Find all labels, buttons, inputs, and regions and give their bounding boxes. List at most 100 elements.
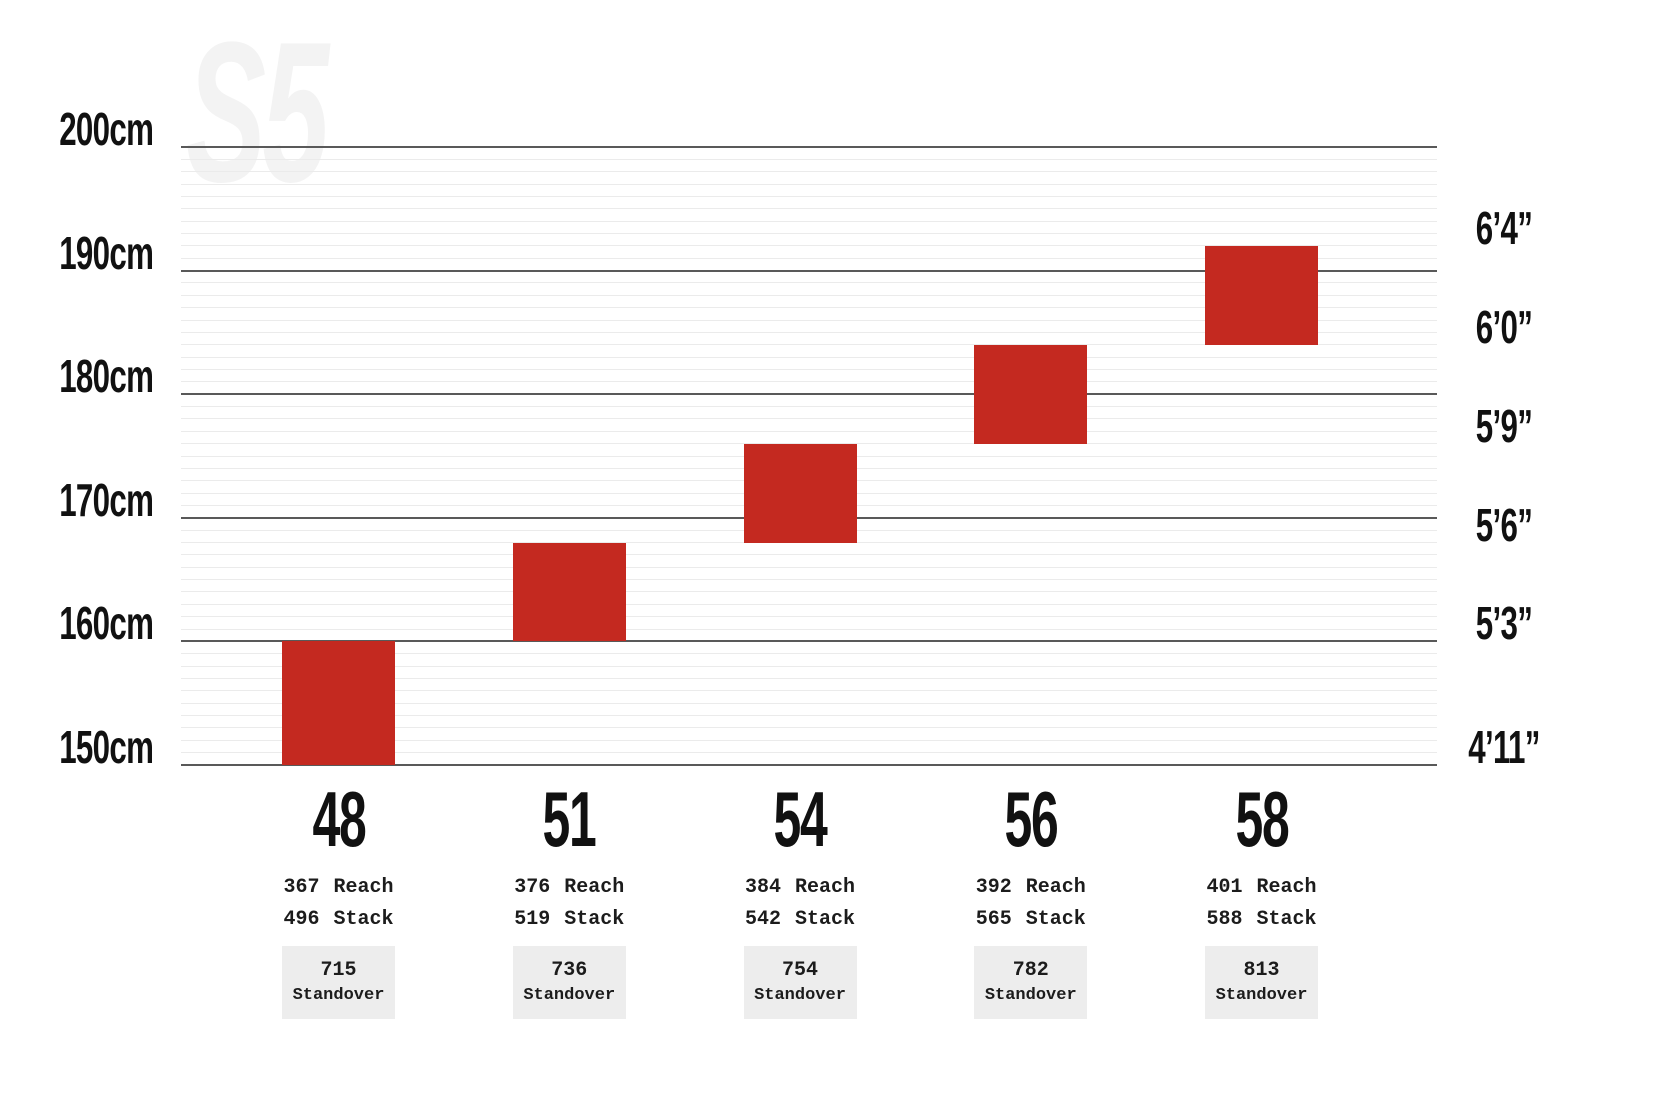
minor-gridline: [181, 727, 1437, 729]
stack-value: 496: [283, 908, 320, 931]
size-56-height-bar: [974, 344, 1088, 444]
minor-gridline: [181, 690, 1437, 692]
minor-gridline: [181, 208, 1437, 210]
s5-watermark: S5: [186, 1, 329, 224]
right-axis-label: 4’11”: [1468, 721, 1540, 773]
minor-gridline: [181, 183, 1437, 185]
reach-spec: 367 Reach: [224, 875, 454, 901]
minor-gridline: [181, 294, 1437, 296]
standover-label: Standover: [523, 986, 616, 1005]
size-label: 58: [1235, 775, 1289, 863]
minor-gridline: [181, 233, 1437, 235]
reach-value: 376: [514, 876, 551, 899]
right-axis-label: 5’6”: [1475, 498, 1533, 551]
minor-gridline: [181, 566, 1437, 568]
left-axis-label: 200cm: [59, 103, 154, 155]
minor-gridline: [181, 554, 1437, 556]
reach-value: 367: [283, 876, 320, 899]
minor-gridline: [181, 368, 1437, 370]
right-axis-label: 5’3”: [1475, 597, 1533, 650]
stack-value: 542: [744, 908, 781, 931]
minor-gridline: [181, 195, 1437, 197]
left-axis-label: 180cm: [59, 350, 154, 403]
reach-spec: 384 Reach: [685, 875, 915, 901]
minor-gridline: [181, 381, 1437, 383]
major-gridline: [181, 640, 1437, 643]
reach-value: 384: [744, 876, 781, 899]
minor-gridline: [181, 677, 1437, 679]
left-axis-label: 170cm: [59, 473, 154, 526]
stack-spec: 565 Stack: [916, 907, 1146, 933]
size-label: 54: [773, 775, 828, 863]
reach-label: Reach: [333, 876, 394, 899]
minor-gridline: [181, 430, 1437, 432]
minor-gridline: [181, 158, 1437, 160]
reach-label: Reach: [1025, 876, 1086, 899]
minor-gridline: [181, 257, 1437, 259]
stack-spec: 588 Stack: [1147, 907, 1377, 933]
stack-spec: 496 Stack: [224, 907, 454, 933]
size-label: 51: [542, 775, 597, 863]
reach-label: Reach: [564, 876, 625, 899]
size-58-height-bar: [1205, 245, 1318, 345]
major-gridline: [181, 764, 1437, 766]
minor-gridline: [181, 171, 1437, 173]
standover-box: 813 Standover: [1205, 946, 1318, 1019]
reach-label: Reach: [795, 876, 856, 899]
standover-label: Standover: [984, 986, 1077, 1005]
minor-gridline: [181, 752, 1437, 754]
stack-spec: 519 Stack: [454, 907, 684, 933]
standover-label: Standover: [754, 986, 846, 1005]
size-column-54: 54 384 Reach 542 Stack 754 Standover: [685, 765, 915, 1115]
standover-value: 715: [320, 959, 357, 982]
right-axis-label: 5’9”: [1475, 399, 1533, 452]
minor-gridline: [181, 616, 1437, 618]
stack-label: Stack: [333, 908, 394, 931]
right-axis-label: 6’0”: [1475, 300, 1533, 353]
minor-gridline: [181, 307, 1437, 309]
standover-value: 782: [1012, 959, 1049, 982]
size-column-48: 48 367 Reach 496 Stack 715 Standover: [224, 765, 454, 1115]
minor-gridline: [181, 591, 1437, 593]
minor-gridline: [181, 542, 1437, 544]
standover-value: 813: [1243, 959, 1280, 982]
minor-gridline: [181, 331, 1437, 333]
reach-spec: 376 Reach: [454, 875, 684, 901]
reach-value: 401: [1206, 876, 1243, 899]
reach-spec: 392 Reach: [916, 875, 1146, 901]
standover-label: Standover: [1215, 986, 1308, 1005]
reach-label: Reach: [1256, 876, 1317, 899]
standover-value: 754: [781, 959, 818, 982]
minor-gridline: [181, 344, 1437, 346]
size-label: 56: [1004, 775, 1058, 863]
size-column-58: 58 401 Reach 588 Stack 813 Standover: [1147, 765, 1377, 1115]
standover-box: 754 Standover: [743, 946, 857, 1019]
reach-value: 392: [975, 876, 1012, 899]
stack-label: Stack: [564, 908, 625, 931]
left-axis-label: 150cm: [59, 721, 154, 773]
standover-box: 715 Standover: [282, 946, 395, 1019]
stack-label: Stack: [1025, 908, 1086, 931]
minor-gridline: [181, 579, 1437, 581]
standover-box: 782 Standover: [974, 946, 1088, 1019]
minor-gridline: [181, 220, 1437, 222]
minor-gridline: [181, 702, 1437, 704]
minor-gridline: [181, 603, 1437, 605]
minor-gridline: [181, 739, 1437, 741]
minor-gridline: [181, 418, 1437, 420]
size-54-height-bar: [743, 443, 857, 543]
right-axis-label: 6’4”: [1475, 201, 1533, 254]
stack-label: Stack: [795, 908, 856, 931]
minor-gridline: [181, 319, 1437, 321]
minor-gridline: [181, 356, 1437, 358]
stack-label: Stack: [1256, 908, 1317, 931]
standover-box: 736 Standover: [512, 946, 626, 1019]
minor-gridline: [181, 245, 1437, 247]
major-gridline: [181, 146, 1437, 148]
size-label: 48: [312, 775, 366, 863]
major-gridline: [181, 269, 1437, 272]
minor-gridline: [181, 628, 1437, 630]
minor-gridline: [181, 406, 1437, 408]
major-gridline: [181, 393, 1437, 396]
